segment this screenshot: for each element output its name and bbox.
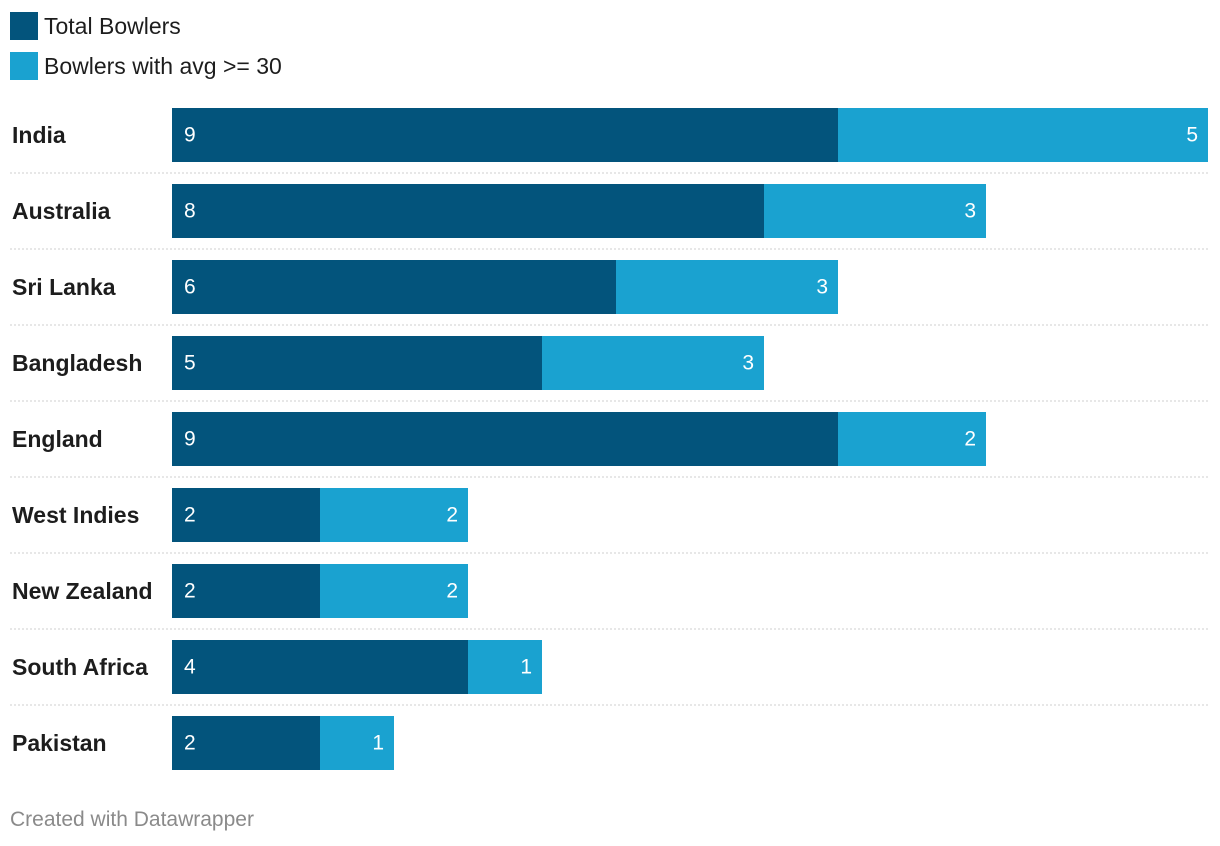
value-label-england-bowlers-avg-30: 2	[964, 428, 976, 451]
category-label-bangladesh: Bangladesh	[12, 350, 142, 376]
value-label-pakistan-bowlers-avg-30: 1	[372, 732, 384, 755]
bar-australia-bowlers-avg-30	[764, 184, 986, 238]
bar-bangladesh-bowlers-avg-30	[542, 336, 764, 390]
bar-india-bowlers-avg-30	[838, 108, 1208, 162]
category-label-west-indies: West Indies	[12, 502, 139, 528]
value-label-new-zealand-bowlers-avg-30: 2	[446, 580, 458, 603]
bar-pakistan-bowlers-avg-30	[320, 716, 394, 770]
legend-label-bowlers-avg-30: Bowlers with avg >= 30	[44, 52, 282, 79]
bar-new-zealand-bowlers-avg-30	[320, 564, 468, 618]
category-label-south-africa: South Africa	[12, 654, 148, 680]
legend-swatch-bowlers-avg-30	[10, 52, 38, 80]
bar-bangladesh-total-bowlers	[172, 336, 542, 390]
bar-australia-total-bowlers	[172, 184, 764, 238]
value-label-new-zealand-total-bowlers: 2	[184, 580, 196, 603]
bar-sri-lanka-bowlers-avg-30	[616, 260, 838, 314]
value-label-bangladesh-total-bowlers: 5	[184, 352, 196, 375]
category-label-new-zealand: New Zealand	[12, 578, 153, 604]
stacked-bar-chart: India 9 5 Australia 8 3 Sri Lanka 6 3 Bangladesh 5…	[10, 108, 1208, 770]
value-label-india-total-bowlers: 9	[184, 124, 196, 147]
bar-south-africa-total-bowlers	[172, 640, 468, 694]
legend-label-total-bowlers: Total Bowlers	[44, 12, 181, 39]
value-label-south-africa-bowlers-avg-30: 1	[520, 656, 532, 679]
category-label-sri-lanka: Sri Lanka	[12, 274, 116, 300]
bar-india-total-bowlers	[172, 108, 838, 162]
legend-item-total-bowlers: Total Bowlers	[10, 12, 282, 40]
category-label-india: India	[12, 122, 66, 148]
value-label-west-indies-total-bowlers: 2	[184, 504, 196, 527]
legend-item-bowlers-avg-30: Bowlers with avg >= 30	[10, 52, 282, 80]
bar-england-total-bowlers	[172, 412, 838, 466]
category-label-pakistan: Pakistan	[12, 730, 107, 756]
value-label-pakistan-total-bowlers: 2	[184, 732, 196, 755]
bar-england-bowlers-avg-30	[838, 412, 986, 466]
bar-west-indies-total-bowlers	[172, 488, 320, 542]
value-label-england-total-bowlers: 9	[184, 428, 196, 451]
value-label-sri-lanka-total-bowlers: 6	[184, 276, 196, 299]
bar-sri-lanka-total-bowlers	[172, 260, 616, 314]
bar-pakistan-total-bowlers	[172, 716, 320, 770]
value-label-west-indies-bowlers-avg-30: 2	[446, 504, 458, 527]
chart-legend: Total Bowlers Bowlers with avg >= 30	[10, 12, 282, 92]
bar-west-indies-bowlers-avg-30	[320, 488, 468, 542]
bar-new-zealand-total-bowlers	[172, 564, 320, 618]
value-label-india-bowlers-avg-30: 5	[1186, 124, 1198, 147]
bar-south-africa-bowlers-avg-30	[468, 640, 542, 694]
category-label-australia: Australia	[12, 198, 111, 224]
value-label-australia-bowlers-avg-30: 3	[964, 200, 976, 223]
footer-credit: Created with Datawrapper	[10, 808, 254, 831]
value-label-australia-total-bowlers: 8	[184, 200, 196, 223]
category-label-england: England	[12, 426, 103, 452]
value-label-sri-lanka-bowlers-avg-30: 3	[816, 276, 828, 299]
value-label-south-africa-total-bowlers: 4	[184, 656, 196, 679]
legend-swatch-total-bowlers	[10, 12, 38, 40]
value-label-bangladesh-bowlers-avg-30: 3	[742, 352, 754, 375]
